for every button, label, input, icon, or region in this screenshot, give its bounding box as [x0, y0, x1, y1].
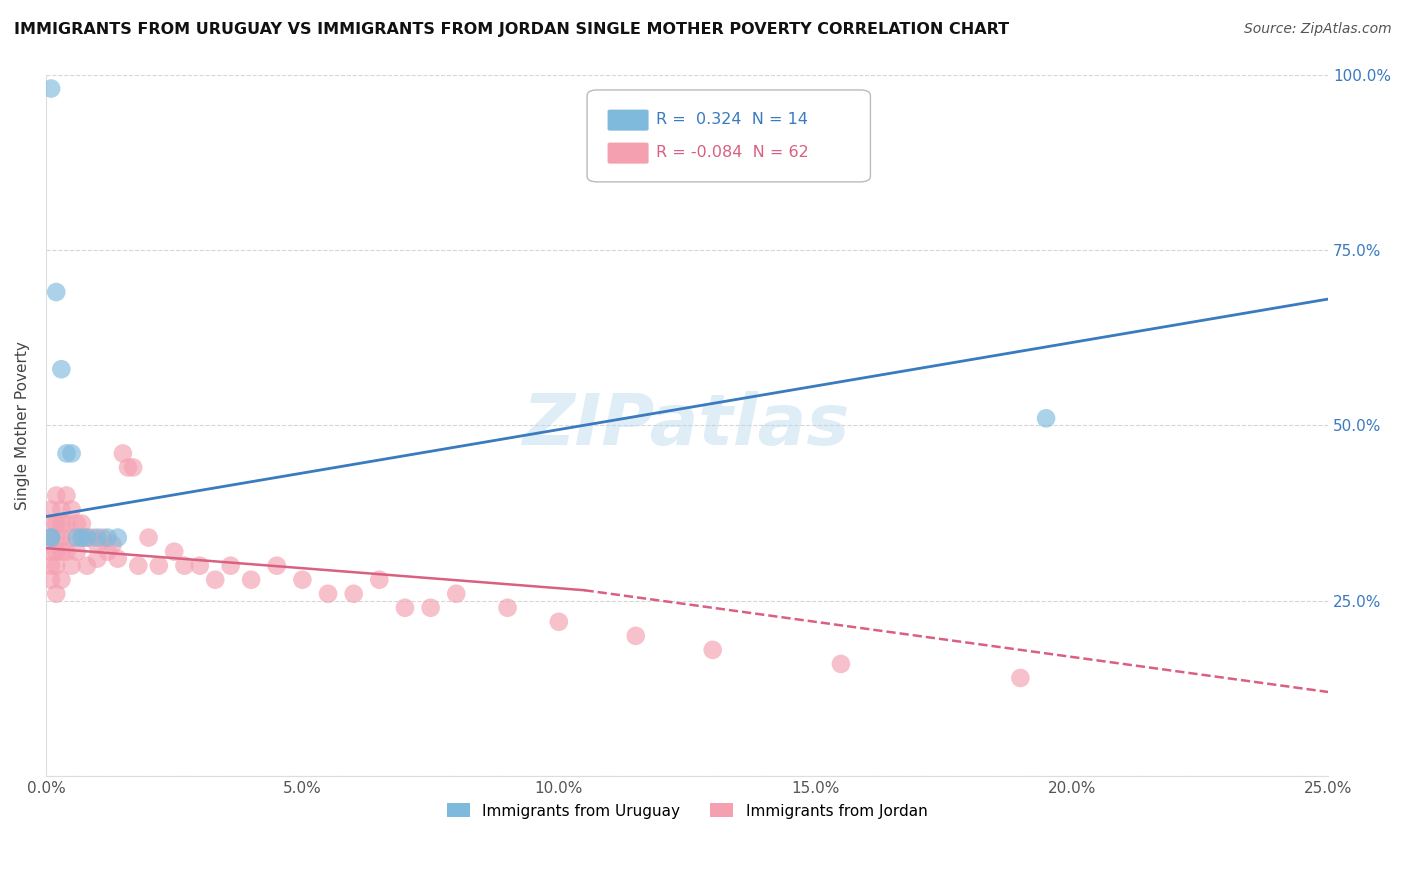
Point [45, 531, 67, 545]
Point [219, 558, 242, 573]
Point [148, 558, 170, 573]
FancyBboxPatch shape [607, 110, 648, 130]
Point [111, 446, 134, 460]
Point [45, 285, 67, 299]
Point [138, 531, 160, 545]
Point [96, 544, 118, 558]
Text: IMMIGRANTS FROM URUGUAY VS IMMIGRANTS FROM JORDAN SINGLE MOTHER POVERTY CORRELAT: IMMIGRANTS FROM URUGUAY VS IMMIGRANTS FR… [14, 22, 1010, 37]
Point [107, 531, 129, 545]
Point [51, 531, 73, 545]
Point [204, 573, 226, 587]
Point [91, 531, 114, 545]
Point [66, 531, 89, 545]
Point [76, 531, 98, 545]
Point [173, 558, 195, 573]
Point [39, 516, 62, 531]
Point [60, 558, 83, 573]
Point [117, 460, 139, 475]
Point [39, 573, 62, 587]
Y-axis label: Single Mother Poverty: Single Mother Poverty [15, 341, 30, 510]
Point [70, 531, 93, 545]
Point [101, 538, 124, 552]
Point [45, 489, 67, 503]
Point [122, 460, 145, 475]
Point [66, 516, 89, 531]
Point [86, 531, 108, 545]
Point [60, 531, 83, 545]
Point [624, 629, 647, 643]
Point [39, 531, 62, 545]
Point [55, 544, 77, 558]
Point [266, 558, 288, 573]
Point [66, 544, 89, 558]
Point [60, 502, 83, 516]
Point [51, 502, 73, 516]
Point [55, 516, 77, 531]
Point [39, 81, 62, 95]
FancyBboxPatch shape [607, 143, 648, 163]
Text: Source: ZipAtlas.com: Source: ZipAtlas.com [1244, 22, 1392, 37]
Point [368, 573, 391, 587]
Legend: Immigrants from Uruguay, Immigrants from Jordan: Immigrants from Uruguay, Immigrants from… [440, 797, 934, 825]
Point [446, 587, 468, 601]
Point [496, 600, 519, 615]
Point [55, 489, 77, 503]
Point [39, 502, 62, 516]
Point [51, 544, 73, 558]
Point [45, 587, 67, 601]
Text: R =  0.324  N = 14: R = 0.324 N = 14 [657, 112, 808, 127]
Point [127, 558, 149, 573]
Point [240, 573, 263, 587]
Point [51, 362, 73, 376]
Point [70, 516, 93, 531]
FancyBboxPatch shape [588, 90, 870, 182]
Point [1035, 411, 1057, 425]
Point [45, 544, 67, 558]
Point [39, 558, 62, 573]
Point [39, 531, 62, 545]
Point [291, 573, 314, 587]
Point [76, 531, 98, 545]
Point [55, 446, 77, 460]
Text: ZIPatlas: ZIPatlas [523, 391, 851, 460]
Point [1010, 671, 1032, 685]
Point [45, 516, 67, 531]
Point [51, 516, 73, 531]
Point [394, 600, 416, 615]
Point [188, 558, 211, 573]
Point [51, 573, 73, 587]
Point [547, 615, 569, 629]
Point [82, 531, 104, 545]
Point [76, 558, 98, 573]
Point [107, 551, 129, 566]
Point [343, 587, 366, 601]
Point [163, 544, 186, 558]
Point [702, 643, 724, 657]
Point [86, 538, 108, 552]
Point [60, 446, 83, 460]
Point [316, 587, 339, 601]
Point [70, 531, 93, 545]
Point [86, 551, 108, 566]
Point [39, 531, 62, 545]
Point [39, 544, 62, 558]
Point [96, 531, 118, 545]
Point [419, 600, 441, 615]
Point [45, 558, 67, 573]
Point [830, 657, 852, 671]
Text: R = -0.084  N = 62: R = -0.084 N = 62 [657, 145, 808, 160]
